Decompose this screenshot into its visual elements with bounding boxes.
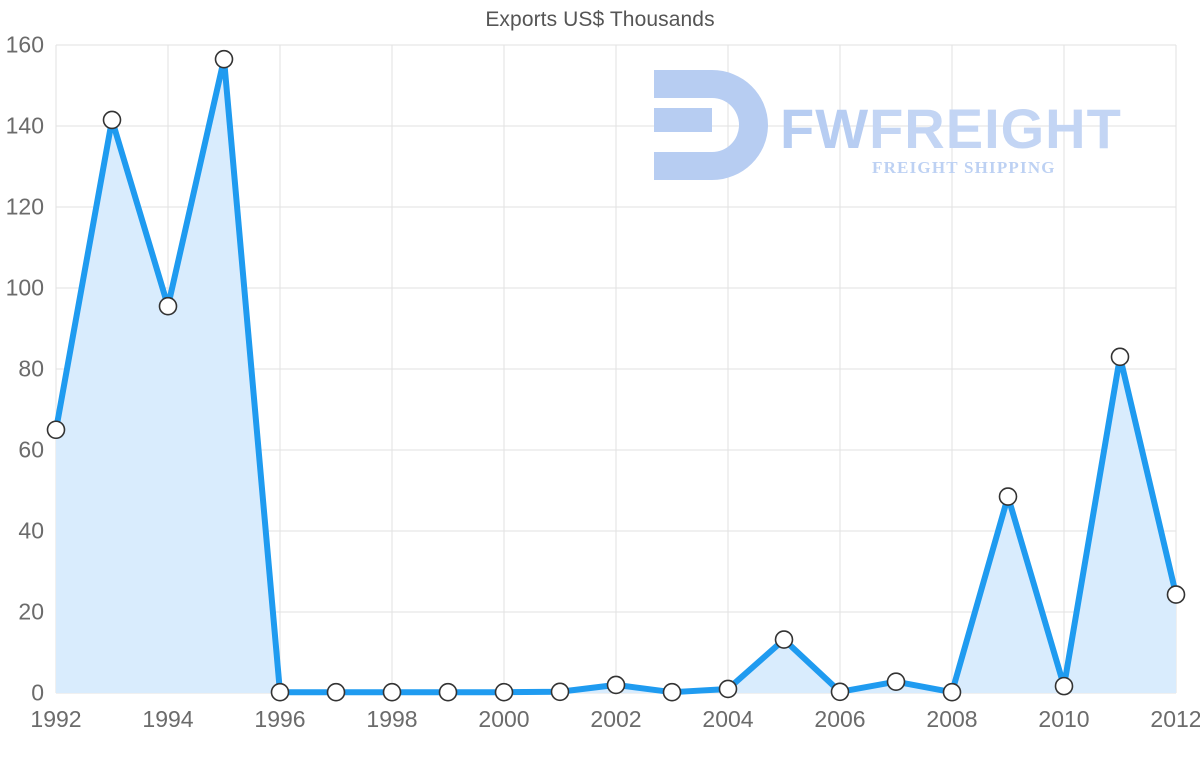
data-point-marker[interactable] — [270, 682, 290, 702]
y-axis-tick-label: 120 — [5, 193, 44, 220]
data-point-marker[interactable] — [774, 630, 794, 649]
y-axis-tick-label: 20 — [18, 598, 44, 625]
data-point-marker[interactable] — [830, 682, 850, 702]
x-axis-tick-label: 1998 — [366, 706, 418, 732]
x-axis-tick-label: 2006 — [814, 706, 866, 732]
data-point-marker[interactable] — [1110, 347, 1130, 367]
y-axis-tick-label: 60 — [18, 436, 44, 463]
x-axis-tick-label: 2012 — [1150, 706, 1200, 732]
data-point-marker[interactable] — [1166, 585, 1186, 604]
data-point-marker[interactable] — [214, 49, 234, 69]
x-axis-tick-label: 2002 — [590, 706, 642, 732]
x-axis-tick-label: 1992 — [30, 706, 82, 732]
x-axis-tick-label: 2010 — [1038, 706, 1090, 732]
x-axis-tick-label: 1994 — [142, 706, 194, 732]
data-point-marker[interactable] — [662, 682, 682, 702]
data-point-marker[interactable] — [998, 487, 1018, 506]
area-fill — [56, 59, 1176, 694]
data-point-marker[interactable] — [886, 672, 906, 691]
data-point-markers — [46, 49, 1186, 702]
y-axis-tick-label: 0 — [31, 679, 44, 706]
y-axis-tick-label: 140 — [5, 112, 44, 139]
data-point-marker[interactable] — [606, 675, 626, 695]
x-axis-tick-label: 1996 — [254, 706, 306, 732]
data-point-marker[interactable] — [438, 682, 458, 702]
chart-title: Exports US$ Thousands — [485, 8, 715, 31]
data-point-marker[interactable] — [102, 110, 122, 130]
data-point-marker[interactable] — [550, 682, 570, 702]
data-point-marker[interactable] — [326, 682, 346, 702]
data-point-marker[interactable] — [494, 682, 514, 702]
y-axis-tick-label: 80 — [18, 355, 44, 382]
x-axis-tick-label: 2000 — [478, 706, 530, 732]
data-point-marker[interactable] — [158, 296, 178, 316]
x-axis-tick-label: 2004 — [702, 706, 754, 732]
data-point-marker[interactable] — [942, 682, 962, 702]
data-point-marker[interactable] — [718, 679, 738, 699]
data-point-marker[interactable] — [382, 682, 402, 702]
x-axis-tick-label: 2008 — [926, 706, 978, 732]
data-point-marker[interactable] — [1054, 676, 1074, 696]
y-axis-tick-label: 40 — [18, 517, 44, 544]
data-point-marker[interactable] — [46, 420, 66, 440]
y-axis-tick-label: 160 — [5, 31, 44, 58]
y-axis-tick-label: 100 — [5, 274, 44, 301]
area-path — [56, 59, 1176, 694]
